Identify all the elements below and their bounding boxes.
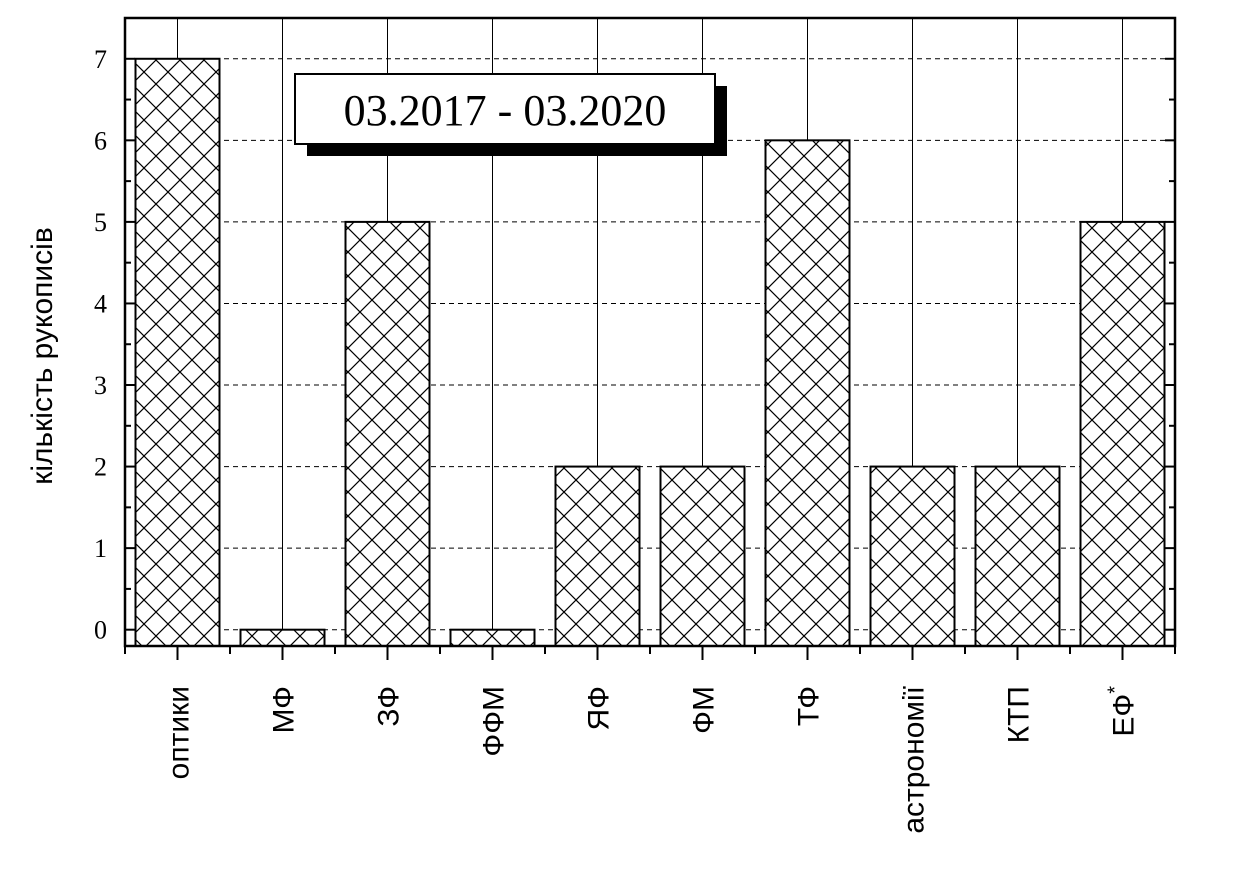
bar-8 xyxy=(974,465,1061,648)
bar-7 xyxy=(869,465,956,648)
category-superscript: * xyxy=(1105,686,1127,694)
x-category-label: КТП xyxy=(1003,686,1036,743)
labels: 0 1 2 3 4 5 6 7 оптики МФ ЗФ ФФМ ЯФ ФМ ТФ астрономії КТП… xyxy=(94,45,1141,834)
x-category-label: оптики xyxy=(163,686,196,779)
bar-1 xyxy=(239,628,326,647)
bar-4 xyxy=(554,465,641,648)
bar-2 xyxy=(344,220,431,647)
x-category-label: ТФ xyxy=(793,686,826,726)
x-category-label: астрономії xyxy=(898,685,931,833)
y-tick-label: 7 xyxy=(94,45,107,74)
y-tick-label: 6 xyxy=(94,126,107,155)
bar-3 xyxy=(449,628,536,647)
chart-title: 03.2017 - 03.2020 xyxy=(344,86,667,135)
bar-9 xyxy=(1079,220,1166,647)
y-tick-label: 3 xyxy=(94,371,107,400)
x-category-label: ФМ xyxy=(688,686,721,734)
title-box: 03.2017 - 03.2020 xyxy=(294,73,727,156)
x-category-label: ЯФ xyxy=(583,686,616,730)
axes xyxy=(123,16,1177,660)
y-tick-label: 1 xyxy=(94,534,107,563)
x-category-label: ФФМ xyxy=(478,686,511,757)
bar-0 xyxy=(134,57,221,647)
bars xyxy=(134,57,1166,648)
bar-5 xyxy=(659,465,746,648)
x-category-label: ЕФ* xyxy=(1105,686,1141,737)
y-tick-label: 5 xyxy=(94,208,107,237)
y-tick-label: 2 xyxy=(94,453,107,482)
x-category-label: ЗФ xyxy=(373,686,406,727)
x-category-label: МФ xyxy=(268,686,301,733)
y-axis-title: кількість рукописів xyxy=(26,227,59,485)
bar-6 xyxy=(764,139,851,647)
y-tick-label: 0 xyxy=(94,616,107,645)
y-tick-label: 4 xyxy=(94,289,107,318)
